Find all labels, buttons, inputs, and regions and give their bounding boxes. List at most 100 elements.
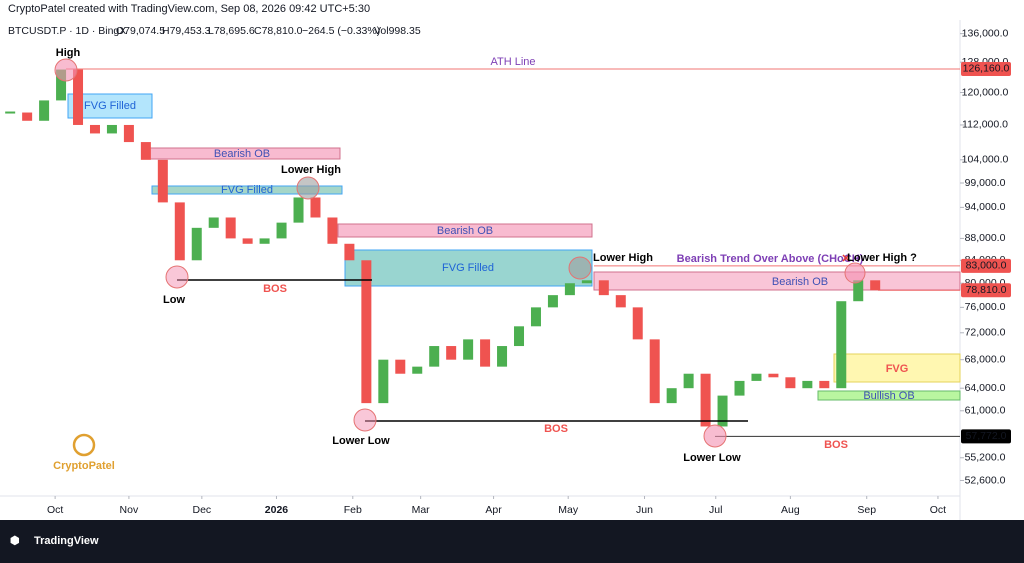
ohlc-high: H79,453.3: [162, 25, 211, 37]
x-tick-label: Sep: [857, 504, 876, 516]
annotation: ✕: [841, 253, 850, 265]
candle: [564, 283, 575, 296]
annotation: FVG Filled: [442, 262, 494, 274]
candle: [683, 373, 694, 389]
pivot-circle: [54, 58, 78, 82]
candle: [157, 159, 168, 203]
candle: [836, 301, 847, 389]
candle: [530, 307, 541, 327]
candle: [429, 346, 440, 367]
footer-bar: [0, 520, 1024, 563]
x-tick-label: May: [558, 504, 579, 516]
candle: [870, 280, 881, 291]
candle: [463, 339, 474, 360]
annotation: Lower Low: [332, 435, 390, 447]
ob-zone: [593, 271, 961, 291]
candle: [666, 388, 677, 404]
ob-zone: [337, 223, 593, 238]
annotation: Lower High: [281, 164, 341, 176]
x-tick-label: Apr: [485, 504, 502, 516]
candle: [378, 359, 389, 404]
y-tick-label: 112,000.0: [962, 119, 1008, 131]
price-label: 126,160.0: [963, 63, 1010, 75]
annotation: Lower Low: [683, 452, 741, 464]
candle: [514, 326, 525, 347]
annotation: Lower High: [593, 252, 653, 264]
y-tick-label: 55,200.0: [965, 452, 1006, 464]
candle: [581, 280, 592, 284]
price-label-box: [961, 258, 1011, 273]
candle: [208, 217, 219, 228]
candle: [310, 197, 321, 218]
candle: [632, 307, 643, 340]
ohlc-open: O79,074.5: [116, 25, 165, 37]
y-tick-label: 99,000.0: [965, 177, 1006, 189]
candle: [768, 373, 779, 378]
annotation: Bearish Trend Over Above (CHoCH): [677, 253, 864, 265]
annotation: FVG Filled: [221, 184, 273, 196]
candle: [853, 280, 864, 302]
x-tick-label: Jul: [709, 504, 722, 516]
annotation: High: [56, 47, 81, 59]
ob-zone: [817, 390, 961, 401]
pivot-circle: [353, 408, 377, 432]
pivot-circle: [296, 176, 320, 200]
pivot-circle: [568, 256, 592, 280]
candle: [225, 217, 236, 239]
logo-text: CryptoPatel: [53, 460, 115, 472]
y-tick-label: 72,000.0: [965, 327, 1006, 339]
x-tick-label: Dec: [192, 504, 211, 516]
pivot-circle: [165, 265, 189, 289]
pivot-circle: [844, 262, 866, 284]
candle: [327, 217, 338, 244]
candle: [344, 243, 355, 261]
fvg-zone: [151, 185, 343, 195]
price-label: 57,772.0: [966, 430, 1007, 442]
brand-icon: ⬢: [10, 535, 20, 547]
x-tick-label: 2026: [265, 504, 289, 516]
y-tick-label: 120,000.0: [962, 86, 1009, 98]
candle: [89, 124, 100, 134]
annotation: Lower High ?: [847, 252, 917, 264]
candle: [361, 260, 372, 404]
ohlc-low: L78,695.6: [208, 25, 255, 37]
annotation: Bearish OB: [214, 148, 270, 160]
annotation: Bullish OB: [863, 390, 914, 402]
annotation: ATH Line: [490, 56, 535, 68]
volume: Vol998.35: [374, 25, 421, 37]
candle: [734, 380, 745, 396]
x-tick-label: Oct: [47, 504, 63, 516]
price-label-box: [961, 429, 1011, 444]
x-tick-label: Jun: [636, 504, 653, 516]
candle: [56, 69, 67, 101]
x-tick-label: Nov: [120, 504, 139, 516]
candle: [73, 69, 84, 125]
x-tick-label: Aug: [781, 504, 800, 516]
candle: [174, 202, 185, 261]
y-tick-label: 136,000.0: [962, 27, 1009, 39]
candle: [259, 238, 270, 244]
annotation: Low: [163, 294, 185, 306]
candle: [547, 295, 558, 308]
annotation: BOS: [544, 423, 568, 435]
brand: TradingView: [34, 535, 99, 547]
annotation: BOS: [824, 439, 848, 451]
fvg-zone: [344, 249, 593, 287]
y-tick-label: 76,000.0: [965, 301, 1006, 313]
candle: [717, 395, 728, 427]
candle: [395, 359, 406, 374]
ohlc-close: C78,810.0: [254, 25, 303, 37]
fvg-zone: [833, 353, 961, 383]
pivot-circle: [703, 424, 727, 448]
annotation: Bearish OB: [437, 225, 493, 237]
price-label: 83,000.0: [966, 260, 1007, 272]
x-tick-label: Mar: [412, 504, 431, 516]
candle: [123, 124, 134, 143]
candle: [39, 100, 50, 121]
x-tick-label: Oct: [930, 504, 946, 516]
y-tick-label: 52,600.0: [965, 474, 1006, 486]
y-tick-label: 61,000.0: [965, 405, 1006, 417]
candle: [446, 346, 457, 360]
y-tick-label: 64,000.0: [965, 382, 1006, 394]
